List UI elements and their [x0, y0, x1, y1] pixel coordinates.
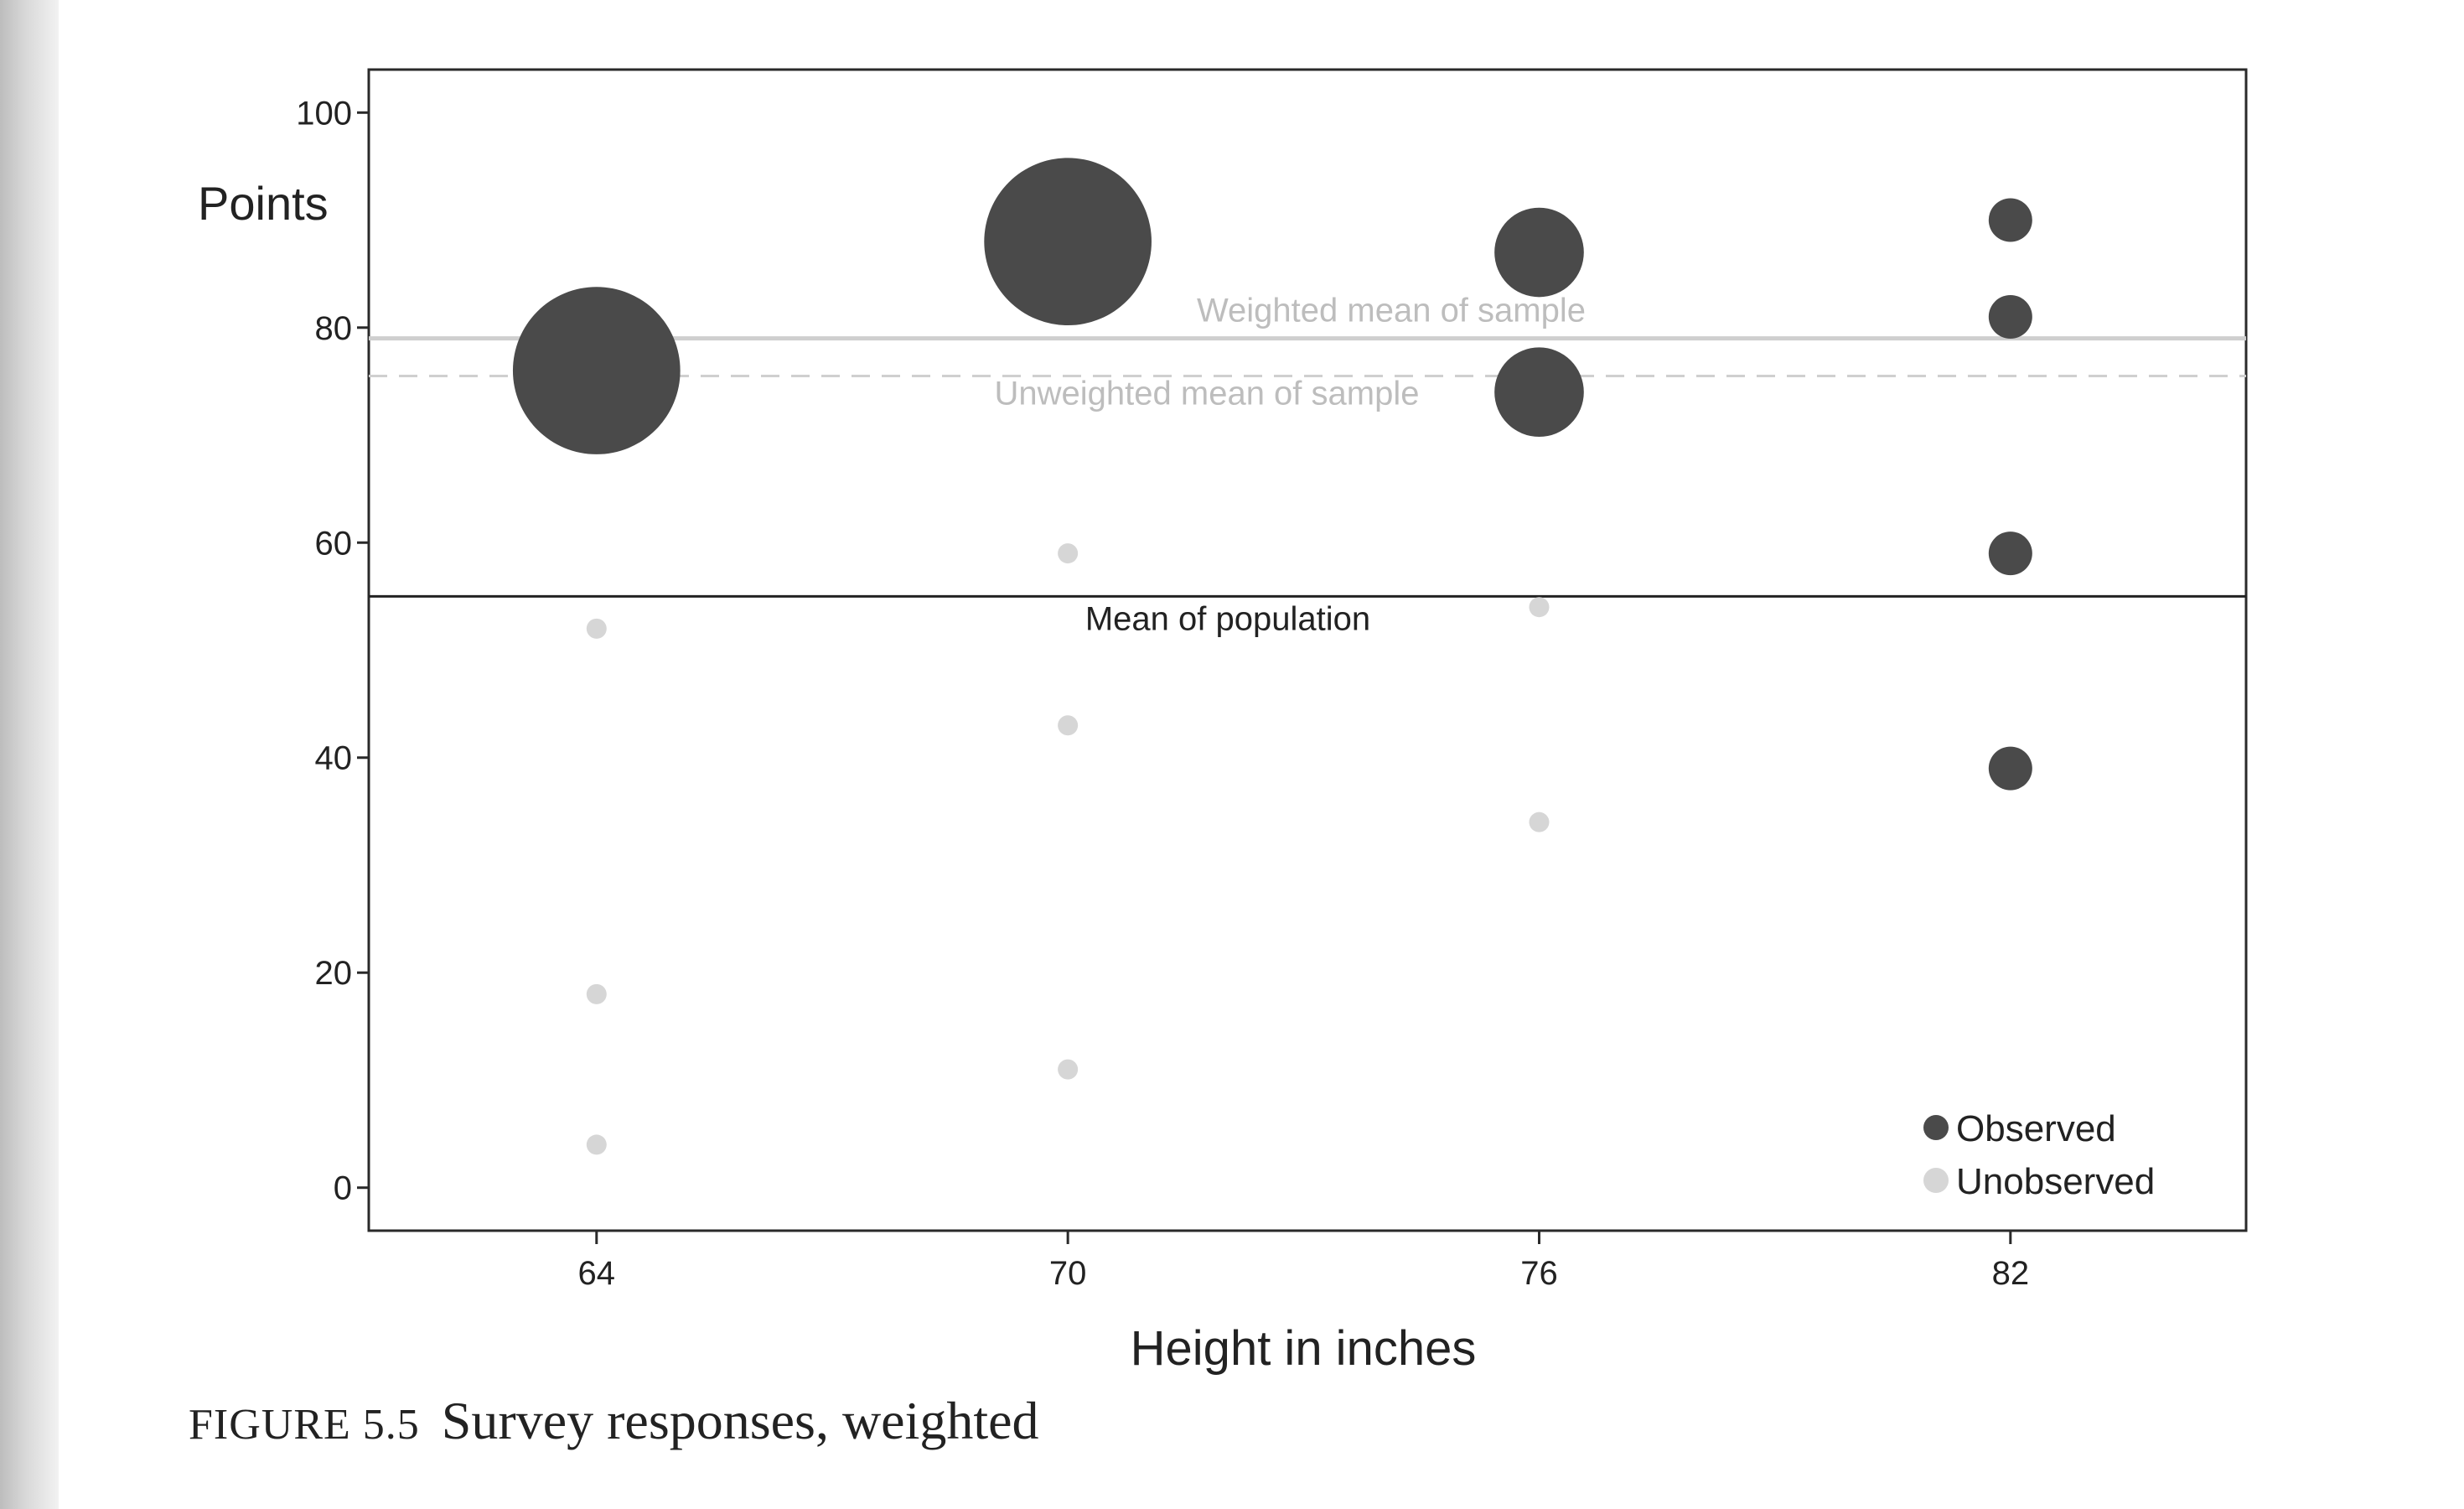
weighted-mean-line-label: Weighted mean of sample	[1197, 293, 1586, 329]
figure-caption: FIGURE 5.5 Survey responses, weighted	[189, 1390, 1039, 1452]
population-mean-line-label: Mean of population	[1085, 600, 1370, 637]
x-tick-label: 76	[1520, 1255, 1558, 1292]
figure-title: Survey responses, weighted	[441, 1391, 1039, 1450]
unobserved-point	[1529, 812, 1550, 832]
plot-frame	[367, 68, 2248, 1232]
scanned-page-edge	[0, 0, 59, 1509]
legend-observed-label: Observed	[1956, 1108, 2116, 1149]
figure-number: FIGURE 5.5	[189, 1401, 420, 1449]
observed-point	[1988, 294, 2032, 339]
x-tick-label: 70	[1049, 1255, 1087, 1292]
y-tick-label: 80	[315, 310, 353, 347]
x-axis-label: Height in inches	[1131, 1321, 1477, 1376]
y-axis-label: Points	[198, 177, 329, 230]
unobserved-point	[1058, 715, 1079, 736]
legend-observed-swatch	[1923, 1115, 1949, 1140]
axes: 0 20 40 60 80 100 64 70 76 82	[296, 95, 2029, 1292]
legend-unobserved-label: Unobserved	[1956, 1161, 2155, 1202]
x-tick-label: 82	[1992, 1255, 2030, 1292]
scatter-chart: Weighted mean of sample Unweighted mean o…	[198, 68, 2248, 1376]
observed-point	[512, 287, 681, 454]
data-points	[512, 158, 2032, 1155]
y-tick-label: 0	[334, 1170, 352, 1207]
unobserved-point	[586, 983, 607, 1004]
unobserved-point	[1058, 543, 1079, 564]
observed-point	[1988, 532, 2032, 576]
unobserved-point	[586, 1134, 607, 1155]
unobserved-point	[1529, 597, 1550, 618]
y-tick-label: 40	[315, 740, 353, 777]
observed-point	[1494, 347, 1584, 438]
unobserved-point	[1058, 1059, 1079, 1080]
reference-lines: Weighted mean of sample Unweighted mean o…	[369, 293, 2246, 637]
unobserved-point	[586, 618, 607, 639]
observed-point	[1988, 198, 2032, 242]
y-tick-label: 60	[315, 525, 353, 562]
x-tick-label: 64	[578, 1255, 616, 1292]
observed-point	[984, 158, 1152, 326]
legend-unobserved-swatch	[1923, 1168, 1949, 1193]
y-tick-label: 100	[296, 95, 352, 132]
y-tick-label: 20	[315, 955, 353, 992]
observed-point	[1988, 746, 2032, 791]
legend: Observed Unobserved	[1923, 1108, 2155, 1202]
observed-point	[1494, 207, 1584, 298]
unweighted-mean-line-label: Unweighted mean of sample	[995, 375, 1420, 412]
